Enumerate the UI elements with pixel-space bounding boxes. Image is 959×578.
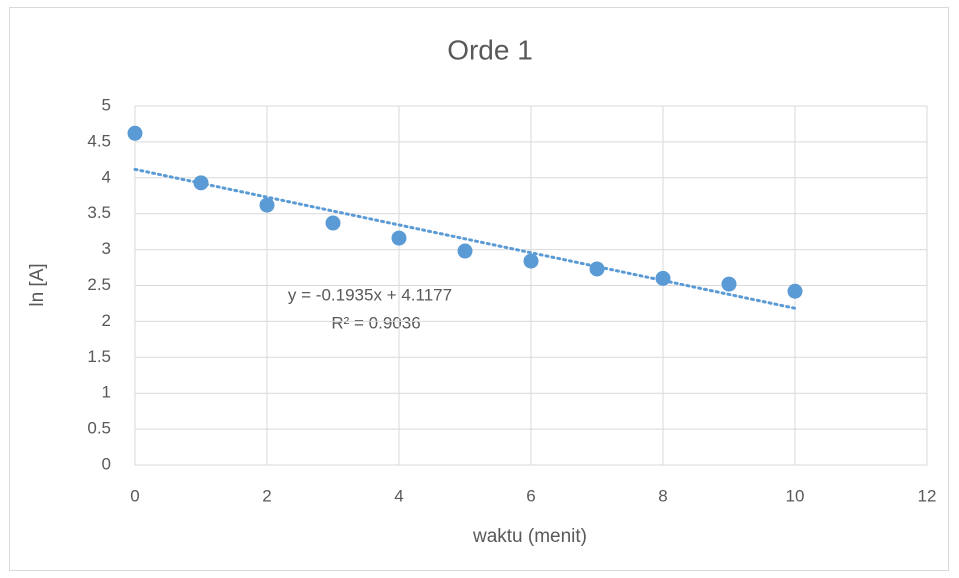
data-point	[655, 270, 671, 286]
y-tick-label: 2.5	[87, 275, 111, 294]
data-point	[721, 276, 737, 292]
y-axis-label: ln [A]	[27, 263, 48, 306]
x-tick-label: 6	[526, 486, 535, 505]
chart-border	[9, 7, 949, 571]
data-point	[589, 261, 605, 277]
y-tick-label: 0.5	[87, 419, 111, 438]
trendline-equation: y = -0.1935x + 4.1177	[288, 285, 452, 304]
x-tick-label: 12	[918, 486, 937, 505]
data-point	[127, 125, 143, 141]
x-tick-label: 8	[658, 486, 667, 505]
y-tick-label: 4.5	[87, 131, 111, 150]
data-point	[523, 253, 539, 269]
trendline-r2: R² = 0.9036	[331, 313, 420, 332]
y-tick-label: 1.5	[87, 347, 111, 366]
y-tick-label: 0	[102, 454, 111, 473]
x-axis-label: waktu (menit)	[472, 526, 587, 547]
data-point	[259, 197, 275, 213]
chart-title: Orde 1	[447, 34, 533, 65]
data-point	[787, 283, 803, 299]
y-tick-label: 1	[102, 383, 111, 402]
data-point	[325, 215, 341, 231]
trendline	[133, 167, 797, 310]
x-tick-label: 0	[130, 486, 139, 505]
x-tick-label: 2	[262, 486, 271, 505]
x-tick-label: 10	[786, 486, 805, 505]
y-tick-label: 5	[102, 95, 111, 114]
y-tick-label: 3	[102, 239, 111, 258]
y-tick-label: 2	[102, 311, 111, 330]
y-tick-label: 4	[102, 167, 111, 186]
x-tick-label: 4	[394, 486, 403, 505]
data-point	[457, 243, 473, 259]
y-tick-label: 3.5	[87, 203, 111, 222]
data-point	[391, 230, 407, 246]
